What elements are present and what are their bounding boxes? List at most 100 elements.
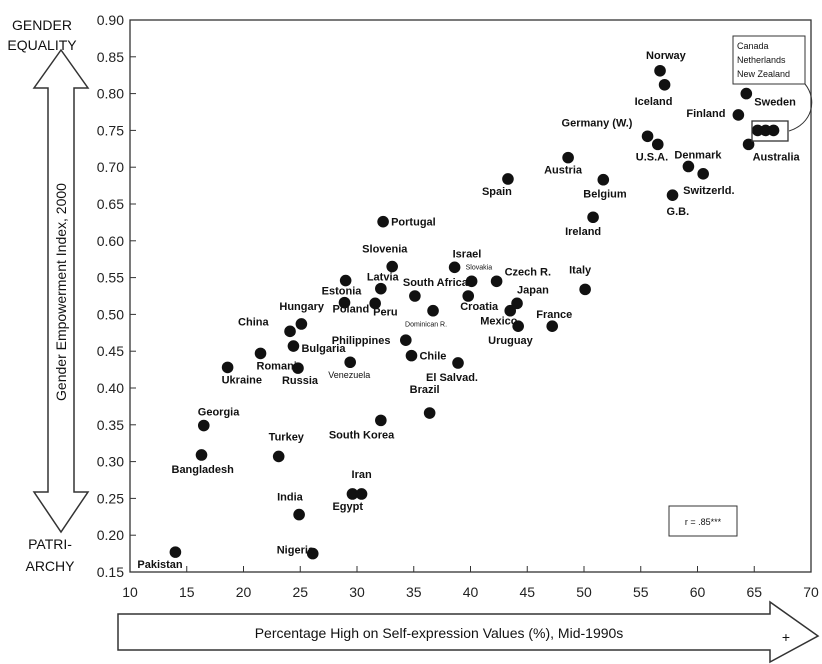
y-bottom-label-line1: PATRI-	[28, 536, 72, 552]
point-india	[293, 508, 305, 521]
point-austria	[562, 151, 574, 164]
point-portugal	[377, 215, 389, 228]
point-estonia	[339, 274, 352, 287]
point-label-czech-r: Czech R.	[505, 266, 551, 278]
point-switzerld	[697, 168, 709, 180]
x-tick-label: 30	[349, 584, 365, 600]
point-label-u-s-a: U.S.A.	[636, 151, 668, 163]
point-label-austria: Austria	[544, 165, 583, 177]
point-russia	[292, 362, 304, 374]
point-label-brazil: Brazil	[410, 384, 440, 396]
point-brazil	[423, 407, 436, 419]
y-top-label-line1: GENDER	[12, 17, 72, 33]
point-south-korea	[375, 414, 387, 427]
point-label-philippines: Philippines	[332, 335, 391, 347]
point-czech-r	[490, 275, 503, 288]
point-label-poland: Poland	[333, 304, 370, 316]
y-tick-label: 0.35	[97, 417, 124, 433]
point-label-georgia: Georgia	[198, 407, 240, 419]
point-label-japan: Japan	[517, 284, 549, 296]
x-axis-ticks: 10 15 20 25 30 35 40 45 50 55 60 65 70	[122, 566, 819, 600]
point-label-france: France	[536, 309, 572, 321]
point-iceland	[658, 78, 671, 91]
point-italy	[579, 283, 591, 296]
point-slovakia	[465, 275, 478, 288]
point-label-ireland: Ireland	[565, 226, 601, 238]
point-label-pakistan: Pakistan	[137, 559, 183, 571]
point-bangladesh	[195, 449, 208, 461]
point-label-slovakia: Slovakia	[466, 264, 493, 271]
point-hungary	[295, 318, 308, 330]
point-sweden	[740, 87, 753, 100]
point-chile	[405, 349, 418, 362]
point-label-italy: Italy	[569, 264, 592, 276]
point-label-mexico: Mexico	[480, 316, 518, 328]
point-denmark	[682, 160, 695, 173]
point-romania	[254, 347, 267, 360]
point-label-croatia: Croatia	[460, 301, 499, 313]
point-egypt	[346, 488, 359, 500]
point-label-slovenia: Slovenia	[362, 244, 408, 256]
x-tick-label: 40	[463, 584, 479, 600]
point-label-bangladesh: Bangladesh	[172, 464, 235, 476]
point-china	[284, 325, 296, 338]
x-tick-label: 35	[406, 584, 422, 600]
point-label-australia: Australia	[753, 151, 801, 163]
y-tick-label: 0.25	[97, 490, 124, 506]
x-tick-label: 50	[576, 584, 592, 600]
y-tick-label: 0.75	[97, 122, 124, 138]
x-tick-label: 20	[236, 584, 252, 600]
y-bottom-label-line2: ARCHY	[25, 558, 75, 574]
point-label-chile: Chile	[419, 351, 446, 363]
correlation-box	[668, 505, 738, 537]
point-label-spain: Spain	[482, 186, 512, 198]
legend-item-canada: Canada	[737, 41, 769, 51]
point-mexico	[504, 304, 517, 317]
point-label-peru: Peru	[373, 306, 397, 318]
point-venezuela	[344, 356, 356, 369]
point-label-portugal: Portugal	[391, 217, 436, 229]
point-u-s-a	[651, 138, 664, 151]
y-axis-ticks: 0.15 0.20 0.25 0.30 0.35 0.40 0.45 0.50 0.55 0.60…	[97, 12, 136, 580]
point-label-hungary: Hungary	[279, 301, 325, 313]
point-slovenia	[386, 260, 398, 273]
y-tick-label: 0.15	[97, 564, 124, 580]
point-label-romania: Romania	[257, 360, 304, 372]
y-tick-label: 0.80	[97, 86, 124, 102]
legend-item-netherlands: Netherlands	[737, 55, 786, 65]
point-uruguay	[512, 320, 524, 332]
y-tick-label: 0.85	[97, 49, 124, 65]
point-label-dominican-r: Dominican R.	[405, 322, 447, 329]
point-latvia	[375, 282, 387, 295]
point-south-africa	[409, 290, 421, 302]
point-ireland	[587, 211, 599, 224]
legend-box	[732, 35, 806, 85]
x-axis-title: Percentage High on Self-expression Value…	[255, 625, 624, 641]
point-label-bulgaria: Bulgaria	[301, 343, 346, 355]
point-label-g-b: G.B.	[667, 206, 690, 218]
point-label-nigeria: Nigeria	[277, 545, 315, 557]
point-label-china: China	[238, 316, 269, 328]
x-tick-label: 60	[690, 584, 706, 600]
point-label-ukraine: Ukraine	[222, 374, 262, 386]
point-bulgaria	[287, 340, 300, 352]
y-tick-label: 0.65	[97, 196, 124, 212]
point-label-germany-w: Germany (W.)	[562, 117, 633, 129]
point-finland	[732, 109, 745, 121]
point-label-egypt: Egypt	[332, 501, 363, 513]
point-label-russia: Russia	[282, 375, 319, 387]
point-pakistan	[169, 546, 182, 558]
x-tick-label: 25	[292, 584, 308, 600]
x-tick-label: 45	[519, 584, 535, 600]
point-g-b	[666, 189, 679, 201]
point-el-salvad	[452, 357, 464, 369]
point-label-belgium: Belgium	[583, 189, 627, 201]
y-axis-title: Gender Empowerment Index, 2000	[53, 183, 69, 401]
y-tick-label: 0.50	[97, 306, 124, 322]
x-tick-label: 70	[803, 584, 819, 600]
point-highlighted-country	[767, 124, 780, 137]
point-peru	[369, 297, 381, 310]
point-turkey	[272, 450, 285, 463]
point-label-el-salvad: El Salvad.	[426, 372, 478, 384]
